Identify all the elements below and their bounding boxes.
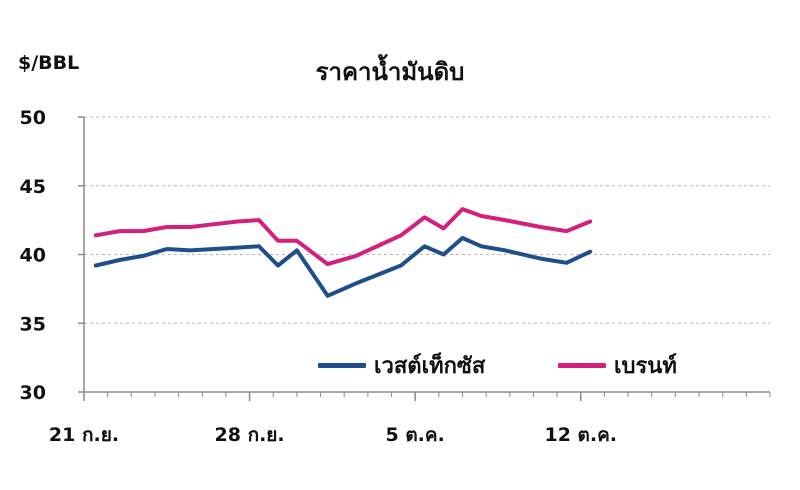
legend-swatch-brent xyxy=(558,362,606,368)
legend-item-wti: เวสต์เท็กซัส xyxy=(318,347,485,383)
gridlines xyxy=(84,116,770,324)
y-tick-label: 30 xyxy=(20,382,46,404)
series-lines xyxy=(93,207,593,298)
y-axis-unit-label: $/BBL xyxy=(18,52,80,74)
x-axis-ticks: 21 ก.ย. 28 ก.ย. 5 ต.ค. 12 ต.ค. xyxy=(49,392,771,446)
y-tick-label: 35 xyxy=(20,313,46,335)
legend-label-brent: เบรนท์ xyxy=(614,353,677,379)
series-line-brent xyxy=(93,207,593,267)
chart-title: ราคาน้ำมันดิบ xyxy=(315,58,465,86)
y-tick-label: 45 xyxy=(20,176,46,198)
series-line-wti xyxy=(93,236,593,298)
y-axis-ticks: 30 35 40 45 50 xyxy=(20,107,84,404)
x-tick-label: 5 ต.ค. xyxy=(386,424,445,446)
legend-label-wti: เวสต์เท็กซัส xyxy=(374,353,486,379)
x-tick-label: 12 ต.ค. xyxy=(544,424,617,446)
x-tick-label: 21 ก.ย. xyxy=(49,424,119,446)
legend-swatch-wti xyxy=(318,362,366,368)
y-tick-label: 40 xyxy=(20,245,46,267)
y-tick-label: 50 xyxy=(20,107,46,129)
legend-item-brent: เบรนท์ xyxy=(558,347,677,383)
x-tick-label: 28 ก.ย. xyxy=(215,424,285,446)
